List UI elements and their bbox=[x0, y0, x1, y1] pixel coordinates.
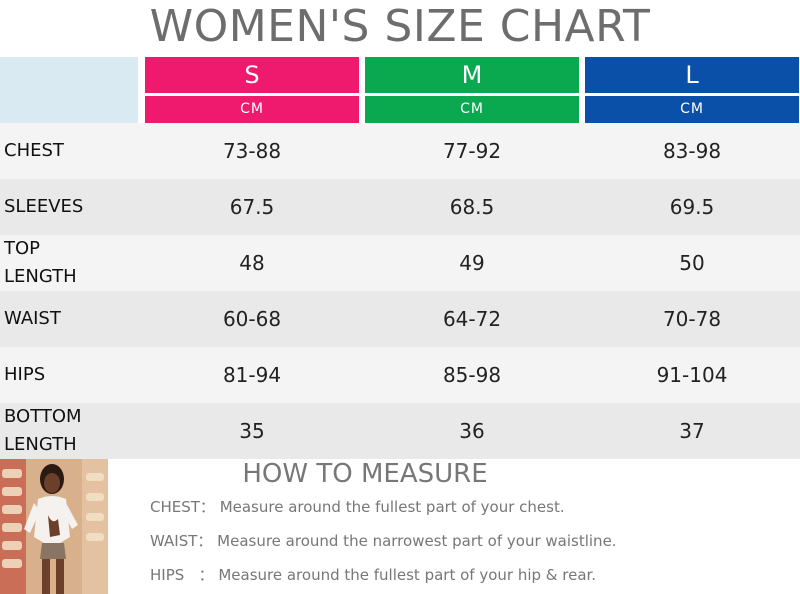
cell-hips-s: 81-94 bbox=[222, 363, 282, 387]
cell-waist-s: 60-68 bbox=[222, 307, 282, 331]
cell-waist-m: 64-72 bbox=[442, 307, 502, 331]
cell-waist-l: 70-78 bbox=[662, 307, 722, 331]
size-l-unit: CM bbox=[585, 96, 799, 123]
cell-top-length-l: 50 bbox=[679, 251, 705, 275]
measure-label-chest: CHEST： bbox=[150, 498, 215, 516]
table-row: TOP LENGTH 48 49 50 bbox=[0, 235, 800, 291]
row-label-sleeves: SLEEVES bbox=[4, 196, 84, 217]
page-title: WOMEN'S SIZE CHART bbox=[149, 1, 651, 52]
size-m-header: M bbox=[365, 57, 579, 93]
row-label-waist: WAIST bbox=[4, 308, 61, 329]
size-m-unit: CM bbox=[365, 96, 579, 123]
size-l-header: L bbox=[585, 57, 799, 93]
cell-sleeves-s: 67.5 bbox=[229, 195, 275, 219]
cell-top-length-s: 48 bbox=[239, 251, 265, 275]
cell-hips-l: 91-104 bbox=[656, 363, 728, 387]
measure-label-waist: WAIST： bbox=[150, 532, 213, 550]
table-row: HIPS 81-94 85-98 91-104 bbox=[0, 347, 800, 403]
measure-text-chest: Measure around the fullest part of your … bbox=[214, 498, 565, 516]
row-label-top-length: TOP LENGTH bbox=[4, 238, 77, 287]
row-label-bottom-length: BOTTOM LENGTH bbox=[4, 406, 82, 455]
size-s-header: S bbox=[145, 57, 359, 93]
cell-chest-s: 73-88 bbox=[222, 139, 282, 163]
measure-instruction-chest: CHEST： Measure around the fullest part o… bbox=[150, 497, 790, 517]
cell-chest-m: 77-92 bbox=[442, 139, 502, 163]
measure-instruction-hips: HIPS ： Measure around the fullest part o… bbox=[150, 565, 790, 585]
cell-hips-m: 85-98 bbox=[442, 363, 502, 387]
measure-instruction-waist: WAIST： Measure around the narrowest part… bbox=[150, 531, 790, 551]
table-row: SLEEVES 67.5 68.5 69.5 bbox=[0, 179, 800, 235]
measure-label-hips: HIPS ： bbox=[150, 566, 214, 584]
size-s-unit: CM bbox=[145, 96, 359, 123]
cell-sleeves-m: 68.5 bbox=[449, 195, 495, 219]
cell-top-length-m: 49 bbox=[459, 251, 485, 275]
measure-text-waist: Measure around the narrowest part of you… bbox=[212, 532, 617, 550]
measure-text-hips: Measure around the fullest part of your … bbox=[213, 566, 597, 584]
row-label-hips: HIPS bbox=[4, 364, 46, 385]
model-photo bbox=[0, 459, 108, 594]
row-label-chest: CHEST bbox=[4, 140, 64, 161]
cell-chest-l: 83-98 bbox=[662, 139, 722, 163]
cell-bottom-length-s: 35 bbox=[239, 419, 265, 443]
table-row: BOTTOM LENGTH 35 36 37 bbox=[0, 403, 800, 459]
how-to-measure-title: HOW TO MEASURE bbox=[242, 459, 488, 489]
cell-bottom-length-m: 36 bbox=[459, 419, 485, 443]
cell-bottom-length-l: 37 bbox=[679, 419, 705, 443]
cell-sleeves-l: 69.5 bbox=[669, 195, 715, 219]
model-photo-illustration bbox=[0, 459, 108, 594]
table-row: CHEST 73-88 77-92 83-98 bbox=[0, 123, 800, 179]
header-blank-cell bbox=[0, 57, 138, 123]
table-row: WAIST 60-68 64-72 70-78 bbox=[0, 291, 800, 347]
